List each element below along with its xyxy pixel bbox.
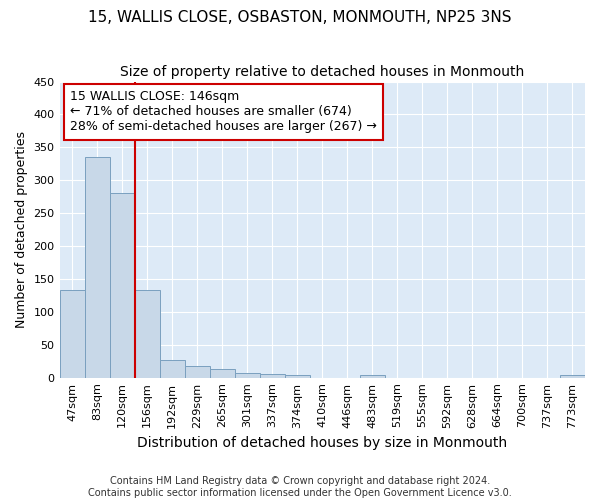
Bar bbox=[134, 290, 160, 378]
Text: Contains HM Land Registry data © Crown copyright and database right 2024.
Contai: Contains HM Land Registry data © Crown c… bbox=[88, 476, 512, 498]
Bar bbox=[85, 157, 110, 378]
Y-axis label: Number of detached properties: Number of detached properties bbox=[15, 131, 28, 328]
Text: 15, WALLIS CLOSE, OSBASTON, MONMOUTH, NP25 3NS: 15, WALLIS CLOSE, OSBASTON, MONMOUTH, NP… bbox=[88, 10, 512, 25]
X-axis label: Distribution of detached houses by size in Monmouth: Distribution of detached houses by size … bbox=[137, 436, 508, 450]
Bar bbox=[185, 366, 209, 378]
Bar bbox=[160, 360, 185, 378]
Text: 15 WALLIS CLOSE: 146sqm
← 71% of detached houses are smaller (674)
28% of semi-d: 15 WALLIS CLOSE: 146sqm ← 71% of detache… bbox=[70, 90, 377, 134]
Bar bbox=[360, 375, 385, 378]
Bar bbox=[209, 369, 235, 378]
Bar bbox=[285, 375, 310, 378]
Bar bbox=[560, 375, 585, 378]
Bar bbox=[59, 290, 85, 378]
Bar bbox=[260, 374, 285, 378]
Bar bbox=[235, 373, 260, 378]
Bar bbox=[110, 193, 134, 378]
Title: Size of property relative to detached houses in Monmouth: Size of property relative to detached ho… bbox=[120, 65, 524, 79]
